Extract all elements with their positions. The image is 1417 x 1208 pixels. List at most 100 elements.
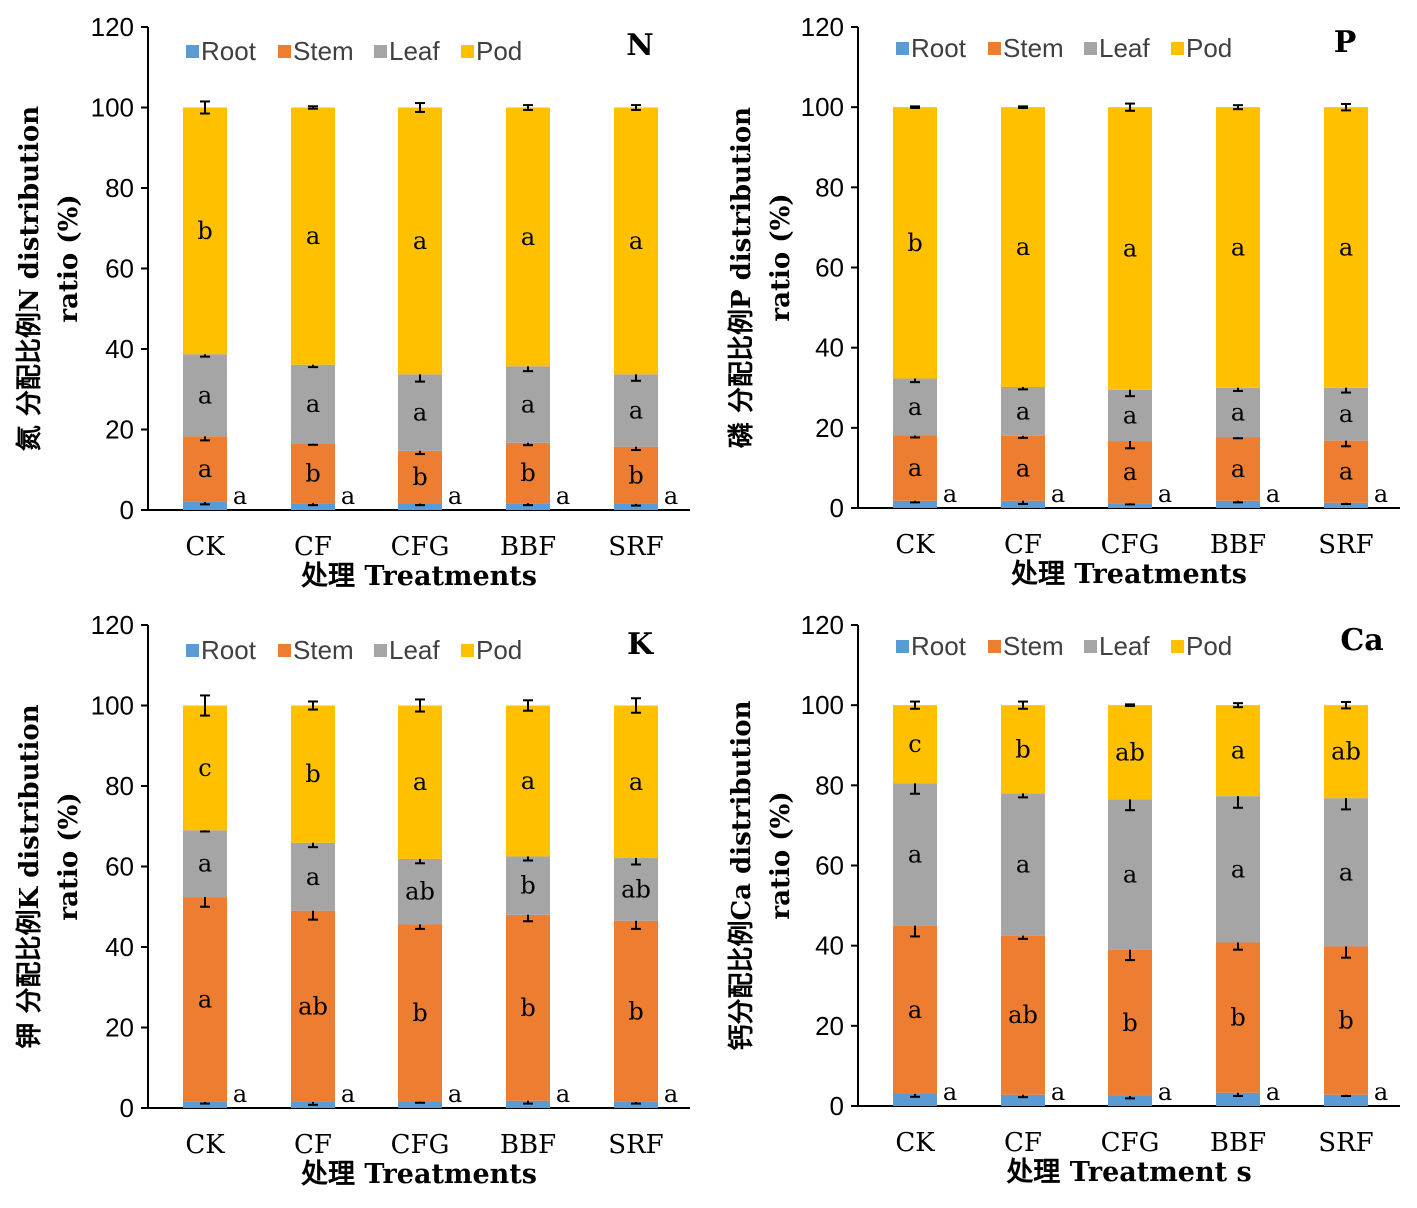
y-tick-label: 120 [801, 12, 844, 42]
bar-leaf-bbf [506, 856, 550, 915]
bar-stem-srf [1324, 946, 1368, 1095]
sig-letter: a [1339, 400, 1353, 428]
bar-stem-cfg [398, 924, 442, 1102]
sig-letter: b [1230, 1004, 1245, 1032]
bar-leaf-ck [183, 354, 227, 437]
sig-letter: a [908, 996, 922, 1024]
sig-letter: a [1231, 398, 1245, 426]
bar-stem-cf [1001, 435, 1045, 501]
sig-letter: a [908, 840, 922, 868]
y-axis-title-line1: 磷 分配比例P distribution [727, 107, 757, 448]
bar-leaf-bbf [1216, 796, 1260, 943]
sig-letter: a [341, 482, 355, 510]
sig-letter: b [305, 760, 320, 788]
sig-letter: a [629, 397, 643, 425]
chart-panel-N: 0 20 40 60 80 100 120 氮 分配比例N distribution ratio… [15, 12, 690, 592]
sig-letter: a [448, 1080, 462, 1108]
bar-root-cfg [398, 503, 442, 510]
sig-letter: a [1339, 233, 1353, 261]
x-axis-title-en: Treatments [364, 1159, 537, 1190]
sig-letter: a [1231, 233, 1245, 261]
x-axis-title: 处理 Treatments [300, 561, 537, 592]
y-tick-label: 0 [830, 493, 844, 523]
legend-swatch-pod [461, 45, 474, 58]
bar-pod-cf [1001, 705, 1045, 794]
y-axis-title-line2: ratio (%) [766, 791, 796, 919]
bar-leaf-srf [1324, 798, 1368, 947]
y-tick-label: 20 [105, 415, 134, 445]
bar-pod-cfg [1108, 107, 1152, 390]
bar-pod-srf [1324, 705, 1368, 799]
y-tick-label: 120 [91, 12, 134, 42]
sig-letter: b [1338, 1007, 1353, 1035]
sig-letter: a [1339, 458, 1353, 486]
legend-label-root: Root [201, 635, 257, 665]
x-tick-label: CF [294, 1130, 332, 1160]
sig-letter: b [1122, 1009, 1137, 1037]
sig-letter: a [943, 480, 957, 508]
bar-root-bbf [1216, 1092, 1260, 1106]
bar-root-cf [291, 503, 335, 510]
bar-pod-bbf [1216, 107, 1260, 388]
sig-letter: c [908, 730, 921, 758]
sig-letter: a [556, 482, 570, 510]
x-tick-label: CK [185, 1130, 225, 1160]
x-tick-label: BBF [500, 1130, 556, 1160]
sig-letter: a [1158, 1078, 1172, 1106]
y-tick-label: 100 [801, 690, 844, 720]
bar-leaf-cf [1001, 386, 1045, 436]
sig-letter: a [908, 393, 922, 421]
x-tick-label: BBF [1210, 1128, 1266, 1158]
bar-leaf-cfg [398, 374, 442, 451]
sig-letter: a [306, 222, 320, 250]
sig-letter: ab [621, 875, 651, 903]
bar-leaf-cf [1001, 793, 1045, 936]
bar-stem-srf [614, 446, 658, 504]
x-tick-label: CFG [391, 532, 450, 562]
sig-letter: a [198, 455, 212, 483]
y-tick-label: 60 [105, 852, 134, 882]
sig-letter: b [520, 872, 535, 900]
y-tick-label: 40 [105, 932, 134, 962]
bar-root-cf [1001, 1094, 1045, 1106]
sig-letter: c [198, 754, 211, 782]
bar-root-bbf [506, 503, 550, 510]
sig-letter: a [1231, 737, 1245, 765]
sig-letter: a [198, 381, 212, 409]
bar-leaf-cf [291, 842, 335, 911]
sig-letter: a [1016, 397, 1030, 425]
bar-pod-srf [1324, 107, 1368, 388]
x-tick-label: CF [1004, 530, 1042, 560]
bar-pod-cfg [1108, 705, 1152, 800]
y-tick-label: 0 [830, 1091, 844, 1121]
x-tick-label: CK [185, 532, 225, 562]
bar-leaf-cf [291, 364, 335, 444]
sig-letter: a [198, 850, 212, 878]
sig-letter: a [1339, 858, 1353, 886]
sig-letter: ab [1008, 1001, 1038, 1029]
sig-letter: a [521, 391, 535, 419]
sig-letter: a [198, 986, 212, 1014]
sig-letter: a [413, 227, 427, 255]
legend-swatch-leaf [374, 644, 387, 657]
sig-letter: a [233, 1080, 247, 1108]
y-tick-label: 80 [105, 771, 134, 801]
legend-label-stem: Stem [293, 635, 354, 665]
chart-panel-P: 0 20 40 60 80 100 120 磷 分配比例P distribution ratio… [727, 12, 1400, 590]
legend-swatch-leaf [374, 45, 387, 58]
bar-leaf-srf [614, 858, 658, 921]
legend-swatch-pod [1171, 640, 1184, 653]
sig-letter: a [1123, 234, 1137, 262]
legend-swatch-root [896, 640, 909, 653]
bar-pod-cf [1001, 107, 1045, 387]
x-axis-title: 处理 Treatments [300, 1159, 537, 1190]
bar-stem-bbf [1216, 942, 1260, 1093]
legend-label-stem: Stem [1003, 33, 1064, 63]
y-axis-title-line2: ratio (%) [766, 193, 796, 321]
legend-swatch-stem [988, 42, 1001, 55]
bar-leaf-srf [614, 374, 658, 447]
legend-label-stem: Stem [1003, 631, 1064, 661]
sig-letter: a [1016, 850, 1030, 878]
legend-label-leaf: Leaf [389, 635, 440, 665]
sig-letter: ab [1331, 738, 1361, 766]
